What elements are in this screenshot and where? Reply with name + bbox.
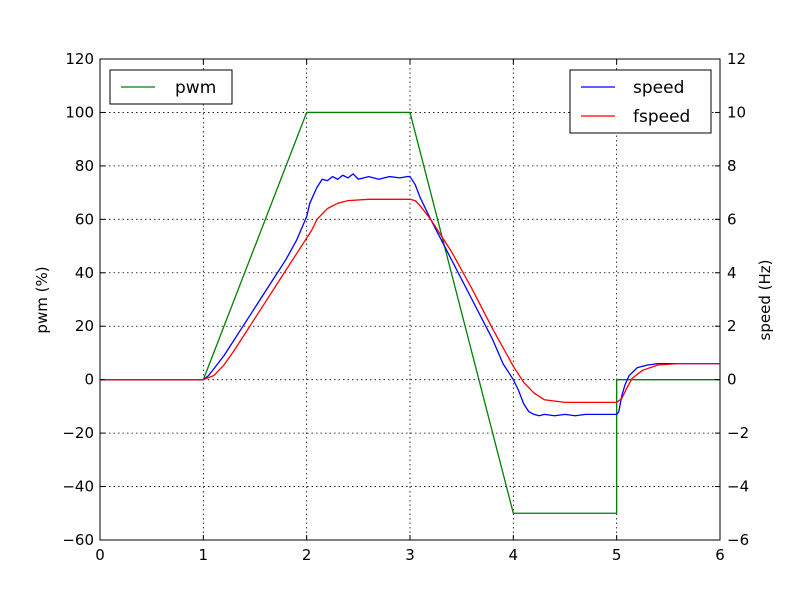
right-tick-label: 4 xyxy=(727,264,737,282)
legend-speed-label: speed xyxy=(633,78,684,98)
x-tick-label: 1 xyxy=(199,546,209,564)
right-tick-label: 12 xyxy=(727,50,746,68)
right-tick-label: −2 xyxy=(727,424,749,442)
right-tick-label: 8 xyxy=(727,157,737,175)
right-tick-label: 0 xyxy=(727,371,737,389)
right-tick-label: 6 xyxy=(727,210,737,228)
legend-speed: speed fspeed xyxy=(569,69,712,134)
left-tick-label: 80 xyxy=(75,157,94,175)
x-tick-label: 6 xyxy=(715,546,725,564)
left-tick-label: 60 xyxy=(75,210,94,228)
right-tick-label: −6 xyxy=(727,531,749,549)
left-tick-label: −60 xyxy=(62,531,94,549)
x-tick-label: 3 xyxy=(405,546,415,564)
right-tick-label: −4 xyxy=(727,478,749,496)
series-line-fspeed xyxy=(100,198,720,404)
right-tick-label: 10 xyxy=(727,103,746,121)
left-tick-label: 0 xyxy=(84,371,94,389)
legend-pwm-label: pwm xyxy=(175,78,216,98)
legend-pwm: pwm xyxy=(109,69,233,105)
x-tick-label: 5 xyxy=(612,546,622,564)
series-layer xyxy=(100,111,720,514)
series-line-speed xyxy=(100,173,720,417)
right-tick-label: 2 xyxy=(727,317,737,335)
legend-fspeed-label: fspeed xyxy=(633,107,690,127)
left-tick-label: 40 xyxy=(75,264,94,282)
left-axis-label: pwm (%) xyxy=(33,266,51,333)
x-tick-label: 0 xyxy=(95,546,105,564)
left-tick-label: −20 xyxy=(62,424,94,442)
left-tick-label: 20 xyxy=(75,317,94,335)
left-tick-label: 120 xyxy=(65,50,94,68)
left-tick-label: −40 xyxy=(62,478,94,496)
legend-speed-box xyxy=(569,69,712,134)
left-tick-label: 100 xyxy=(65,103,94,121)
x-tick-label: 2 xyxy=(302,546,312,564)
x-tick-label: 4 xyxy=(509,546,519,564)
right-axis-label: speed (Hz) xyxy=(756,260,774,341)
ticks: 0 1 2 3 4 5 6−60−40−20020406080100120−6−4−2024… xyxy=(62,50,749,564)
